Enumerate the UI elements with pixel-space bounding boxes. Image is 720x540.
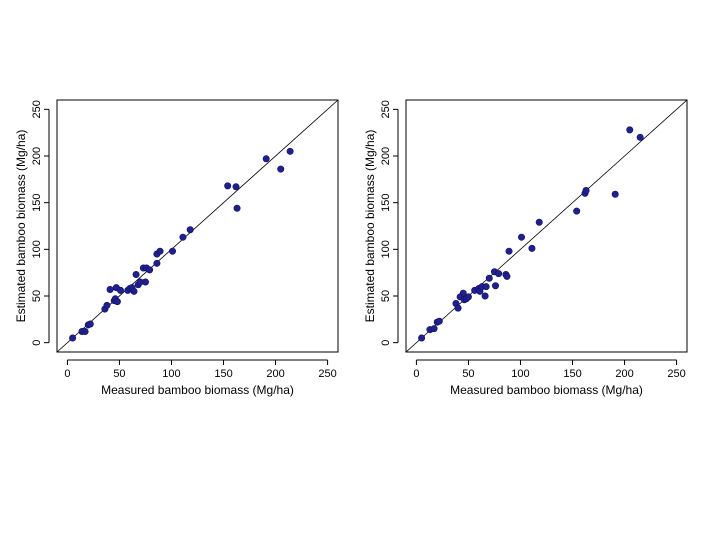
data-point: [81, 327, 89, 335]
x-axis-title: Measured bamboo biomass (Mg/ha): [101, 383, 294, 397]
chart-panel-2: 0 50 100 150 200 250 0 50 100 150 200 250 Measured b…: [363, 99, 688, 397]
data-point: [418, 334, 426, 342]
data-point: [113, 298, 121, 306]
data-point: [277, 165, 285, 173]
x-tick-label: 250: [667, 368, 685, 380]
data-point: [535, 218, 543, 226]
data-point: [503, 272, 511, 280]
x-tick-label: 150: [563, 368, 581, 380]
y-axis-title: Estimated bamboo biomass (Mg/ha): [363, 130, 377, 323]
data-point: [435, 317, 443, 325]
data-point: [573, 207, 581, 215]
y-tick-label: 150: [31, 193, 43, 211]
data-point: [141, 278, 149, 286]
x-axis-title: Measured bamboo biomass (Mg/ha): [450, 383, 643, 397]
x-tick-label: 0: [413, 368, 419, 380]
data-point: [156, 247, 164, 255]
data-point: [103, 301, 111, 309]
data-point: [636, 133, 644, 141]
y-tick-label: 50: [380, 290, 392, 302]
x-tick-label: 0: [64, 368, 70, 380]
chart-panel-1: 0 50 100 150 200 250 0 50 100 150 200 250 Measured b…: [14, 99, 339, 397]
y-axis-title: Estimated bamboo biomass (Mg/ha): [14, 130, 28, 323]
data-point: [518, 233, 526, 241]
data-point: [86, 320, 94, 328]
y-tick-label: 200: [380, 147, 392, 165]
data-point: [69, 334, 77, 342]
data-point: [286, 147, 294, 155]
y-tick-label: 50: [31, 290, 43, 302]
x-tick-label: 100: [162, 368, 180, 380]
data-point: [482, 283, 490, 291]
data-point: [224, 182, 232, 190]
y-tick-label: 100: [380, 240, 392, 258]
data-point: [262, 155, 270, 163]
reference-line-1-1: [406, 100, 687, 352]
data-point: [130, 287, 138, 295]
plot-frame: [405, 99, 688, 353]
data-point: [464, 293, 472, 301]
data-point: [169, 247, 177, 255]
data-point: [528, 244, 536, 252]
x-tick-label: 200: [615, 368, 633, 380]
x-tick-label: 100: [511, 368, 529, 380]
y-tick-label: 200: [31, 147, 43, 165]
x-tick-label: 50: [462, 368, 474, 380]
plot-frame: [56, 99, 339, 353]
y-tick-label: 250: [31, 100, 43, 118]
x-tick-label: 50: [113, 368, 125, 380]
data-point: [179, 233, 187, 241]
y-tick-label: 250: [380, 100, 392, 118]
data-point: [492, 282, 500, 290]
x-tick-label: 200: [266, 368, 284, 380]
data-point: [153, 259, 161, 267]
data-point: [626, 126, 634, 134]
data-point: [505, 247, 513, 255]
data-point: [611, 190, 619, 198]
data-point: [495, 270, 503, 278]
data-point: [454, 304, 462, 312]
data-point: [485, 274, 493, 282]
y-tick-label: 0: [31, 340, 43, 346]
x-tick-label: 150: [214, 368, 232, 380]
y-tick-label: 0: [380, 340, 392, 346]
data-point: [233, 204, 241, 212]
data-point: [582, 187, 590, 195]
y-tick-label: 150: [380, 193, 392, 211]
reference-line-1-1: [57, 100, 338, 352]
data-point: [116, 286, 124, 294]
x-tick-label: 250: [318, 368, 336, 380]
data-point: [146, 266, 154, 274]
data-point: [481, 292, 489, 300]
y-tick-label: 100: [31, 240, 43, 258]
data-point: [106, 285, 114, 293]
data-point: [132, 271, 140, 279]
data-point: [232, 183, 240, 191]
data-point: [430, 325, 438, 333]
data-point: [186, 226, 194, 234]
